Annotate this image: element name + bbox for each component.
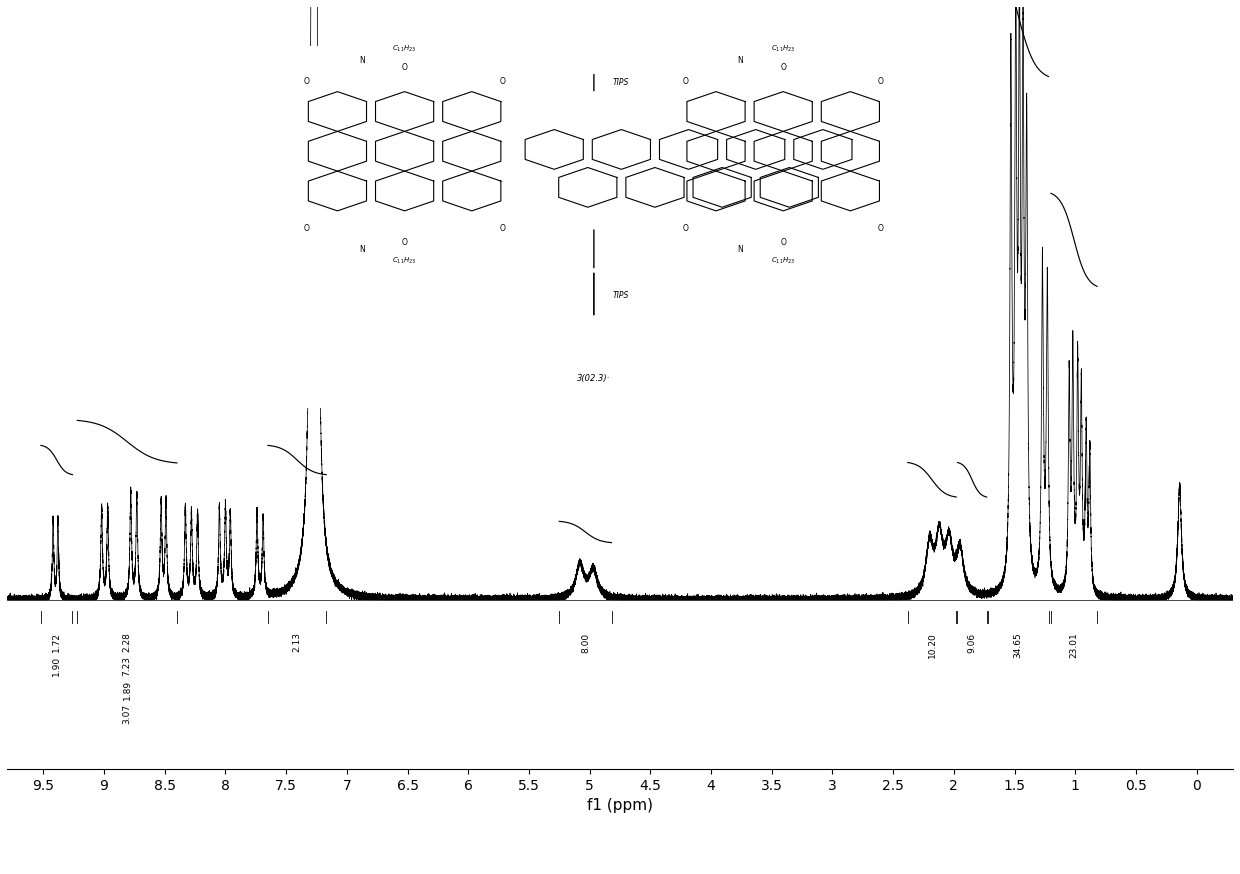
Text: 8.00: 8.00	[580, 633, 590, 653]
Text: 10.20: 10.20	[928, 633, 936, 658]
Text: 1.72: 1.72	[52, 633, 61, 653]
Text: 2.28: 2.28	[123, 633, 131, 652]
Text: 7.23: 7.23	[123, 656, 131, 676]
Text: 1.89: 1.89	[123, 680, 131, 700]
Text: 9.06: 9.06	[967, 633, 977, 653]
Text: 23.01: 23.01	[1070, 633, 1079, 658]
Text: 3.07: 3.07	[123, 704, 131, 724]
Text: 1.90: 1.90	[52, 656, 61, 676]
Text: 2.13: 2.13	[293, 633, 301, 653]
Text: 34.65: 34.65	[1013, 633, 1023, 658]
X-axis label: f1 (ppm): f1 (ppm)	[587, 798, 653, 814]
